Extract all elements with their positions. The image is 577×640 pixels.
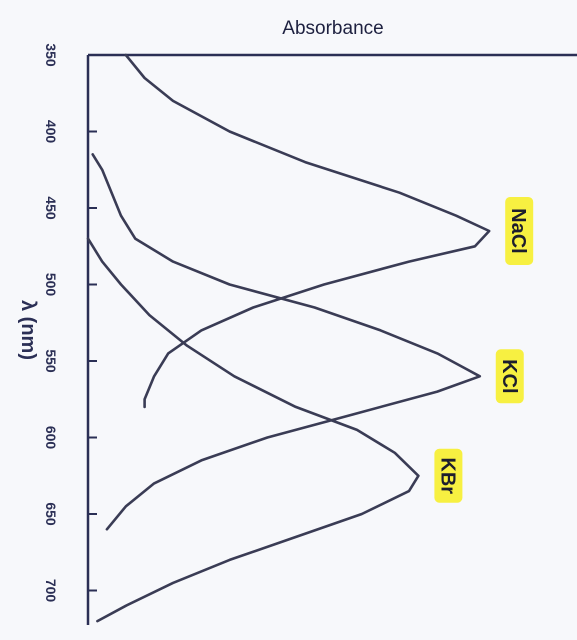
tick-label: 600 — [43, 426, 59, 450]
legend-highlight — [434, 448, 463, 503]
legend-label-nacl: NaCl — [507, 208, 529, 254]
tick-label: 400 — [43, 120, 59, 144]
legend-group: NaCl KCl KBr — [434, 196, 534, 503]
tick-group: 350 400 450 500 550 600 650 700 — [43, 43, 97, 602]
legend-highlight — [505, 196, 534, 265]
tick-label: 350 — [43, 43, 59, 67]
tick-label: 650 — [43, 502, 59, 526]
tick-label: 500 — [43, 273, 59, 297]
series-group — [86, 53, 491, 623]
series-line-nacl — [124, 53, 491, 409]
series-line-kbr — [86, 237, 420, 623]
tick-label: 550 — [43, 349, 59, 373]
legend-label-kcl: KCl — [498, 359, 520, 393]
chart-title: Absorbance — [282, 18, 383, 39]
wavelength-axis-title: λ (nm) — [17, 300, 39, 360]
series-line-kcl — [91, 153, 482, 531]
legend-label-kbr: KBr — [436, 457, 458, 494]
tick-label: 700 — [43, 579, 59, 603]
legend-highlight — [495, 349, 524, 404]
tick-label: 450 — [43, 196, 59, 220]
